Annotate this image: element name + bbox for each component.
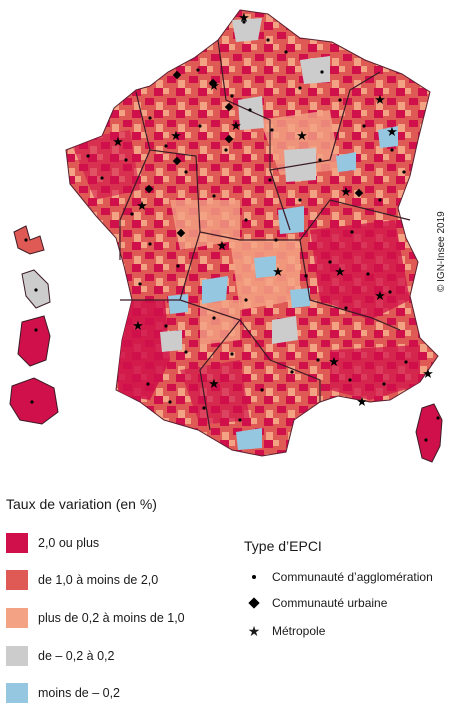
svg-text:★: ★ [112, 135, 124, 150]
metropole-markers: ★ ★ ★ ★ ★ ★ ★ ★ ★ ★ ★ ★ ★ ★ ★ ★ ★ ★ ★ [112, 11, 434, 410]
guyane-territory [17, 315, 51, 367]
legend-swatch [6, 646, 28, 666]
diamond-icon [246, 597, 262, 609]
svg-text:★: ★ [374, 289, 386, 304]
svg-text:★: ★ [208, 377, 220, 392]
legend-swatch [6, 608, 28, 628]
bastia-dot [436, 416, 440, 420]
legend-swatch [6, 570, 28, 590]
svg-text:★: ★ [296, 129, 308, 144]
dot-icon [246, 575, 262, 579]
epci-label: Communauté urbaine [272, 596, 388, 610]
svg-text:★: ★ [356, 395, 368, 410]
epci-legend-title: Type d’EPCI [244, 538, 322, 554]
svg-text:★: ★ [208, 79, 220, 94]
corsica-island [415, 403, 443, 463]
reunion-island [9, 377, 59, 425]
legend-label: 2,0 ou plus [38, 536, 100, 550]
copyright-notice: © IGN-Insee 2019 [436, 211, 447, 292]
legend-item-2-plus: 2,0 ou plus [6, 532, 99, 554]
svg-text:★: ★ [136, 199, 148, 214]
legend-title: Taux de variation (en %) [6, 496, 157, 512]
legend-item-1-to-2: de 1,0 à moins de 2,0 [6, 569, 158, 591]
svg-text:★: ★ [238, 11, 250, 26]
svg-text:★: ★ [328, 355, 340, 370]
svg-text:★: ★ [422, 367, 434, 382]
legend-label: plus de 0,2 à moins de 1,0 [38, 611, 185, 625]
legend-item-0-2-to-1: plus de 0,2 à moins de 1,0 [6, 607, 185, 629]
epci-item-urban-community: Communauté urbaine [246, 594, 387, 612]
legend-swatch [6, 683, 28, 703]
legend-swatch [6, 533, 28, 553]
epci-item-metropole: ★ Métropole [246, 622, 326, 640]
legend-item-decline: moins de – 0,2 [6, 682, 120, 704]
svg-text:★: ★ [216, 239, 228, 254]
legend-label: moins de – 0,2 [38, 686, 120, 700]
urban-community-markers [144, 70, 364, 238]
star-icon: ★ [247, 622, 261, 639]
svg-text:★: ★ [386, 125, 398, 140]
svg-text:★: ★ [132, 319, 144, 334]
france-map: ★ ★ ★ ★ ★ ★ ★ ★ ★ ★ ★ ★ ★ ★ ★ ★ ★ ★ ★ [9, 9, 443, 463]
legend-label: de 1,0 à moins de 2,0 [38, 573, 159, 587]
ajaccio-dot [424, 438, 428, 442]
legend-item-stable: de – 0,2 à 0,2 [6, 645, 114, 667]
svg-text:★: ★ [170, 129, 182, 144]
svg-text:★: ★ [340, 185, 352, 200]
legend-label: de – 0,2 à 0,2 [38, 649, 115, 663]
epci-label: Communauté d’agglomération [272, 570, 433, 584]
epci-item-agglomeration: Communauté d’agglomération [246, 568, 433, 586]
svg-text:★: ★ [272, 265, 284, 280]
guadeloupe-island [13, 225, 45, 255]
svg-text:★: ★ [334, 265, 346, 280]
svg-text:★: ★ [230, 119, 242, 134]
svg-text:★: ★ [374, 93, 386, 108]
epci-label: Métropole [272, 624, 326, 638]
